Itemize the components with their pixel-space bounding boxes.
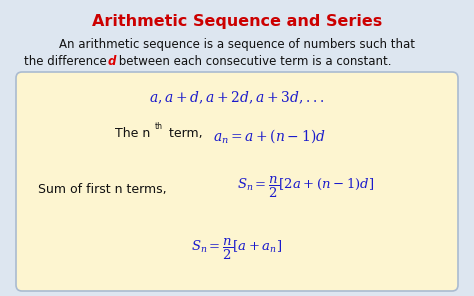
Text: the difference: the difference — [24, 55, 110, 68]
Text: between each consecutive term is a constant.: between each consecutive term is a const… — [115, 55, 392, 68]
Text: An arithmetic sequence is a sequence of numbers such that: An arithmetic sequence is a sequence of … — [59, 38, 415, 51]
Text: $\mathit{a},\mathit{a}+\mathit{d},\mathit{a}+2\mathit{d},\mathit{a}+3\mathit{d},: $\mathit{a},\mathit{a}+\mathit{d},\mathi… — [149, 90, 325, 106]
Text: $S_n = \dfrac{n}{2}[\mathit{a}+a_n]$: $S_n = \dfrac{n}{2}[\mathit{a}+a_n]$ — [191, 237, 283, 262]
Text: term,: term, — [165, 127, 210, 140]
Text: $a_n = \mathit{a} + (n-1)\mathit{d}$: $a_n = \mathit{a} + (n-1)\mathit{d}$ — [213, 127, 326, 145]
Text: $S_n = \dfrac{n}{2}[2\mathit{a}+(n-1)\mathit{d}]$: $S_n = \dfrac{n}{2}[2\mathit{a}+(n-1)\ma… — [237, 175, 374, 200]
Text: th: th — [155, 122, 163, 131]
Text: Arithmetic Sequence and Series: Arithmetic Sequence and Series — [92, 14, 382, 29]
Text: d: d — [108, 55, 117, 68]
Text: The n: The n — [115, 127, 150, 140]
FancyBboxPatch shape — [16, 72, 458, 291]
Text: Sum of first n terms,: Sum of first n terms, — [38, 183, 174, 196]
